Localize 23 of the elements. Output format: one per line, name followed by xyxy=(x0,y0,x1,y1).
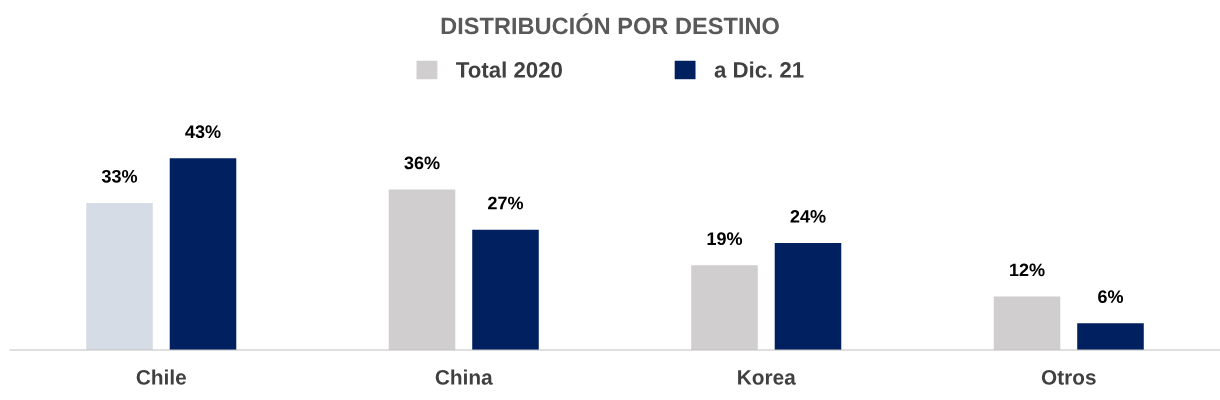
bar xyxy=(774,243,842,350)
data-label: 33% xyxy=(101,169,138,183)
bar xyxy=(169,158,237,350)
legend-label: Total 2020 xyxy=(456,61,562,78)
data-label: 27% xyxy=(488,196,524,210)
x-tick-label: China xyxy=(435,369,493,385)
x-tick-label: Otros xyxy=(1041,369,1096,385)
bar xyxy=(993,296,1061,350)
bar xyxy=(472,229,539,350)
data-label: 43% xyxy=(185,125,221,139)
chart-title: DISTRIBUCIÓN POR DESTINO xyxy=(441,13,779,35)
legend-label: a Dic. 21 xyxy=(714,61,804,78)
bar xyxy=(691,265,758,350)
bar xyxy=(388,189,456,350)
x-tick-label: Chile xyxy=(136,369,187,385)
x-tick-label: Korea xyxy=(738,370,796,385)
bar xyxy=(86,202,153,350)
bar xyxy=(1077,323,1144,350)
data-label: 12% xyxy=(1010,263,1045,277)
data-label: 24% xyxy=(790,210,826,223)
data-label: 36% xyxy=(404,156,440,170)
data-label: 19% xyxy=(707,232,743,246)
data-label: 6% xyxy=(1098,290,1124,304)
